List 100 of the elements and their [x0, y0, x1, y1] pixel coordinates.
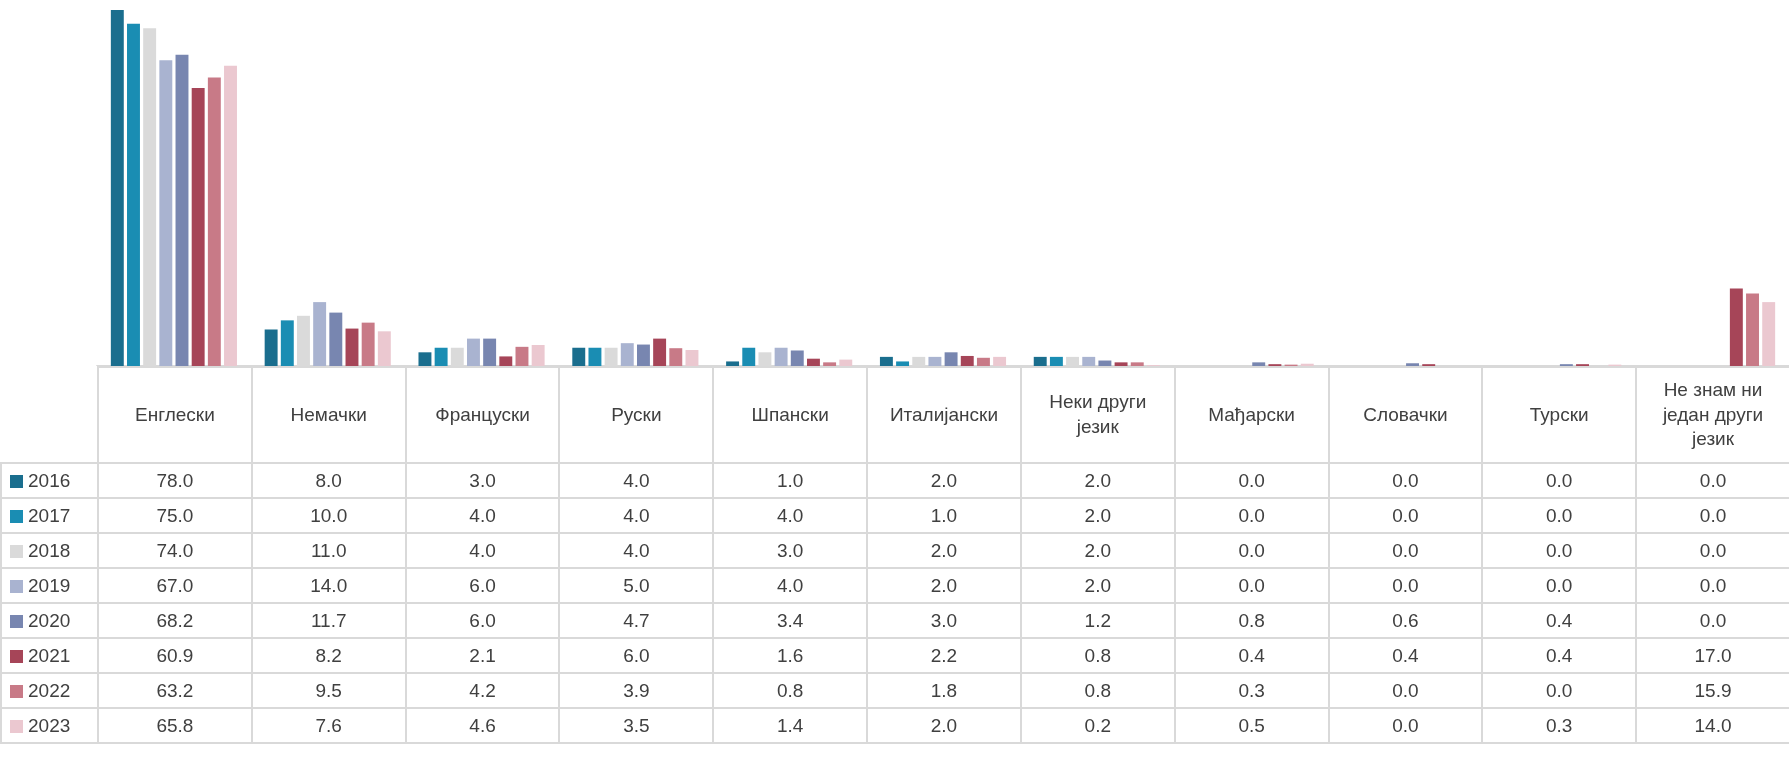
- data-label: 0.0: [1636, 533, 1789, 568]
- bar: [636, 344, 650, 366]
- x-tick-label: Француски: [405, 367, 560, 463]
- data-label: 11.7: [251, 603, 406, 638]
- data-label: 6.0: [405, 568, 560, 603]
- data-label: 0.0: [1328, 568, 1483, 603]
- data-label: 4.0: [559, 498, 714, 533]
- bar: [1406, 363, 1420, 366]
- data-label: 0.0: [1482, 463, 1637, 498]
- bar: [588, 347, 602, 366]
- data-label: 4.0: [405, 533, 560, 568]
- data-label: 0.8: [1020, 673, 1175, 708]
- data-label: 7.6: [251, 708, 406, 743]
- data-label: 3.5: [559, 708, 714, 743]
- bar: [976, 357, 990, 366]
- bar: [1098, 360, 1112, 366]
- data-label: 17.0: [1636, 638, 1789, 673]
- data-label: 0.0: [1482, 533, 1637, 568]
- bar: [1082, 356, 1096, 366]
- bar: [329, 312, 343, 366]
- data-label: 14.0: [251, 568, 406, 603]
- data-label: 2.0: [867, 708, 1021, 743]
- data-label: 3.4: [713, 603, 868, 638]
- bar: [1114, 362, 1128, 366]
- data-label: 6.0: [559, 638, 714, 673]
- data-label: 8.2: [251, 638, 406, 673]
- x-tick-label: Неки други језик: [1020, 367, 1175, 463]
- bar: [377, 331, 391, 366]
- data-label: 4.6: [405, 708, 560, 743]
- data-label: 2.0: [1020, 533, 1175, 568]
- data-label: 10.0: [251, 498, 406, 533]
- bar: [159, 60, 173, 366]
- bar: [806, 358, 820, 366]
- data-label: 0.0: [1636, 568, 1789, 603]
- bar: [207, 77, 221, 366]
- bar: [790, 350, 804, 366]
- bar: [928, 356, 942, 366]
- x-tick-label: Мађарски: [1174, 367, 1329, 463]
- bar: [466, 338, 480, 366]
- x-tick-label: Шпански: [713, 367, 868, 463]
- data-label: 2.0: [867, 568, 1021, 603]
- data-label: 0.0: [1636, 463, 1789, 498]
- data-label: 78.0: [98, 463, 252, 498]
- bar: [345, 328, 359, 366]
- bar: [531, 345, 545, 366]
- data-label: 0.3: [1482, 708, 1637, 743]
- data-label: 14.0: [1636, 708, 1789, 743]
- data-label: 0.0: [1328, 498, 1483, 533]
- bar: [839, 359, 853, 366]
- data-label: 3.0: [713, 533, 868, 568]
- bar: [280, 320, 294, 366]
- bar: [620, 343, 634, 366]
- data-label: 2.0: [867, 533, 1021, 568]
- data-label: 0.0: [1482, 673, 1637, 708]
- data-label: 4.0: [405, 498, 560, 533]
- bar: [944, 352, 958, 366]
- bar: [1049, 356, 1063, 366]
- bar: [685, 350, 699, 366]
- bar: [879, 356, 893, 366]
- data-label: 1.4: [713, 708, 868, 743]
- bar: [653, 338, 667, 366]
- data-label: 2.0: [1020, 568, 1175, 603]
- data-label: 0.0: [1328, 708, 1483, 743]
- data-label: 0.0: [1636, 498, 1789, 533]
- data-label: 0.6: [1328, 603, 1483, 638]
- bar: [896, 361, 910, 366]
- bar: [993, 356, 1007, 366]
- legend-label: 2018: [1, 533, 98, 568]
- data-label: 0.4: [1482, 603, 1637, 638]
- bar: [1252, 362, 1266, 366]
- data-label: 4.0: [713, 568, 868, 603]
- data-label: 0.0: [1174, 533, 1329, 568]
- data-label: 1.0: [867, 498, 1021, 533]
- data-label: 4.7: [559, 603, 714, 638]
- x-tick-label: Не знам ни један други језик: [1636, 367, 1789, 463]
- bar: [823, 362, 837, 366]
- x-tick-label: Енглески: [98, 367, 252, 463]
- legend-label: 2019: [1, 568, 98, 603]
- data-label: 0.4: [1482, 638, 1637, 673]
- data-label: 74.0: [98, 533, 252, 568]
- data-label: 5.0: [559, 568, 714, 603]
- data-label: 3.0: [405, 463, 560, 498]
- bar: [361, 322, 375, 366]
- legend-label: 2022: [1, 673, 98, 708]
- data-label: 0.4: [1174, 638, 1329, 673]
- data-label: 0.0: [1482, 568, 1637, 603]
- data-label: 0.0: [1636, 603, 1789, 638]
- data-label: 0.0: [1174, 568, 1329, 603]
- bar: [742, 347, 756, 366]
- data-label: 11.0: [251, 533, 406, 568]
- bar: [483, 338, 497, 366]
- data-label: 3.0: [867, 603, 1021, 638]
- data-label: 0.0: [1328, 533, 1483, 568]
- data-label: 1.8: [867, 673, 1021, 708]
- bar: [191, 88, 205, 366]
- data-label: 6.0: [405, 603, 560, 638]
- bar: [1762, 302, 1776, 366]
- data-label: 68.2: [98, 603, 252, 638]
- data-label: 60.9: [98, 638, 252, 673]
- legend-label: 2021: [1, 638, 98, 673]
